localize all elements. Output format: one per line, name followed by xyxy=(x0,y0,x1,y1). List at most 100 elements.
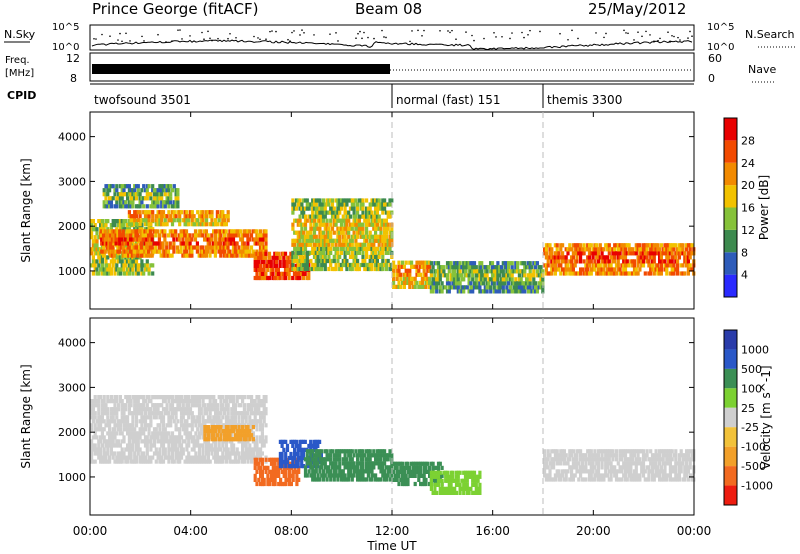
power-cell xyxy=(133,196,137,201)
velocity-cell xyxy=(91,435,95,440)
power-cell xyxy=(131,204,135,209)
velocity-cell xyxy=(156,403,160,408)
power-cell xyxy=(564,271,568,276)
velocity-cell xyxy=(174,439,178,444)
power-cell xyxy=(134,263,139,268)
power-cell xyxy=(91,239,95,244)
velocity-cell xyxy=(366,473,370,478)
power-cell xyxy=(507,261,511,266)
power-cell xyxy=(138,214,142,219)
power-cell xyxy=(519,261,523,266)
noise-dot xyxy=(439,29,441,32)
velocity-cell xyxy=(169,395,173,400)
velocity-cell xyxy=(259,415,263,420)
power-cell xyxy=(321,206,326,211)
power-cell xyxy=(139,233,143,238)
power-cell xyxy=(154,249,158,254)
velocity-cell xyxy=(361,461,365,466)
power-cell xyxy=(124,200,128,205)
velocity-cell xyxy=(293,447,297,452)
power-cell xyxy=(240,237,245,242)
noise-dot xyxy=(417,29,419,32)
velocity-cell xyxy=(147,459,151,464)
power-cell xyxy=(510,277,514,282)
velocity-cell xyxy=(90,411,94,416)
power-cell xyxy=(598,247,602,252)
power-cell xyxy=(100,237,104,242)
nsky-tick-low: 10^0 xyxy=(52,42,79,53)
power-cell xyxy=(140,259,144,264)
power-cell xyxy=(512,289,516,294)
power-cell xyxy=(130,253,134,258)
velocity-cell xyxy=(190,403,194,408)
velocity-cell xyxy=(242,439,246,444)
power-cell xyxy=(237,233,241,238)
power-cell xyxy=(161,233,165,238)
power-cell xyxy=(323,242,327,247)
power-cell xyxy=(226,249,230,254)
power-cell xyxy=(586,259,590,264)
velocity-cell xyxy=(285,459,290,465)
velocity-cell xyxy=(91,399,95,404)
power-cell xyxy=(447,265,451,270)
power-cell xyxy=(267,259,272,264)
power-cell xyxy=(93,267,97,272)
velocity-cell xyxy=(442,470,446,475)
power-cell xyxy=(372,218,376,223)
power-cell xyxy=(179,249,183,254)
power-cell xyxy=(152,249,156,254)
velocity-cell xyxy=(161,423,166,428)
velocity-cell xyxy=(253,477,257,482)
power-cell xyxy=(658,247,662,252)
velocity-cell xyxy=(163,399,167,404)
velocity-cell xyxy=(205,447,209,452)
power-cell xyxy=(553,271,557,276)
velocity-cell xyxy=(440,478,444,483)
power-cell xyxy=(127,253,131,258)
velocity-cell xyxy=(383,473,387,478)
power-cell xyxy=(638,247,642,252)
power-cell xyxy=(253,267,257,272)
power-cell xyxy=(537,273,541,278)
power-cell xyxy=(298,246,302,251)
power-cell xyxy=(140,196,144,201)
power-cell xyxy=(185,214,189,219)
power-cell xyxy=(397,264,401,269)
velocity-cell xyxy=(147,399,151,404)
power-cell xyxy=(605,247,610,252)
power-cell xyxy=(316,206,320,211)
noise-dot xyxy=(451,29,453,32)
power-cell xyxy=(348,214,353,219)
velocity-cell xyxy=(395,461,399,466)
power-cell xyxy=(530,265,534,270)
power-cell xyxy=(429,269,433,274)
velocity-cell xyxy=(226,425,230,430)
velocity-cell xyxy=(330,461,335,466)
velocity-cell xyxy=(154,447,158,452)
power-cell xyxy=(258,271,263,276)
power-cell xyxy=(605,271,610,276)
power-cell xyxy=(618,255,622,260)
power-cell xyxy=(318,214,322,219)
power-cell xyxy=(264,251,268,256)
power-cell xyxy=(366,210,370,215)
power-cell xyxy=(126,259,130,264)
power-cell xyxy=(356,202,360,207)
power-cell xyxy=(213,233,217,238)
power-cell xyxy=(303,271,307,276)
power-cell xyxy=(237,229,241,234)
power-cell xyxy=(125,233,129,238)
power-cell xyxy=(166,233,171,238)
power-cell xyxy=(312,206,317,211)
velocity-cell xyxy=(381,469,385,474)
power-cell xyxy=(645,259,649,264)
power-cell xyxy=(534,289,538,294)
velocity-cell xyxy=(384,465,388,470)
power-cell xyxy=(283,251,288,256)
velocity-cell xyxy=(458,490,462,495)
power-cell xyxy=(618,251,622,256)
power-cell xyxy=(517,289,521,294)
velocity-cell xyxy=(106,447,110,452)
velocity-cell xyxy=(179,443,184,448)
velocity-cell xyxy=(230,395,234,400)
